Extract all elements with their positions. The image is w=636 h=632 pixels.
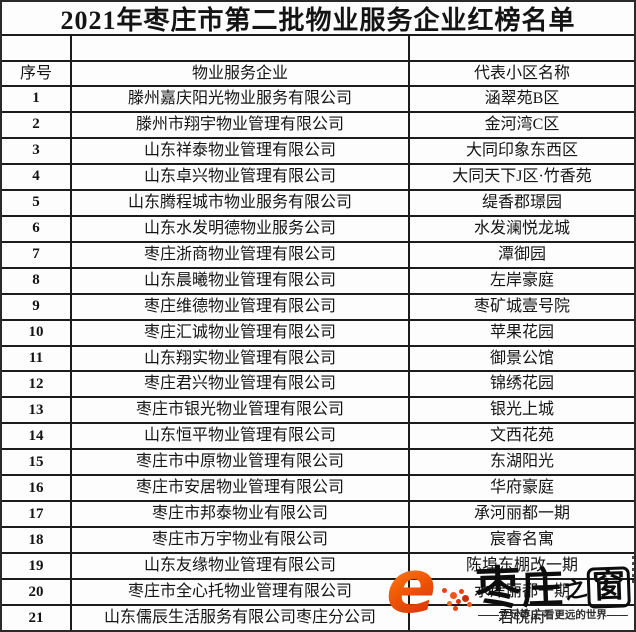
cell-no: 7: [2, 242, 72, 267]
table-row: 17 枣庄市邦泰物业有限公司 承河丽都一期: [2, 502, 634, 529]
cell-no: 12: [2, 372, 72, 397]
cell-no: 18: [2, 528, 72, 553]
cell-company: 枣庄市全心托物业管理有限公司: [72, 580, 410, 605]
cell-community: 大同天下J区·竹香苑: [452, 167, 592, 185]
cell-company: 山东晨曦物业管理有限公司: [72, 268, 410, 293]
header-community: 代表小区名称: [473, 64, 570, 82]
cell-company: 山东恒平物业管理有限公司: [72, 424, 410, 449]
cell-no: 19: [2, 554, 72, 579]
header-no: 序号: [2, 62, 72, 85]
cell-no: 2: [2, 112, 72, 137]
table-row: 9 枣庄维德物业管理有限公司 枣矿城壹号院: [2, 294, 634, 321]
cell-company: 山东儒辰生活服务有限公司枣庄分公司: [72, 606, 410, 630]
cell-community: 文西花苑: [489, 427, 554, 445]
table-row: 10 枣庄汇诚物业管理有限公司 苹果花园: [2, 320, 634, 347]
header-company: 物业服务企业: [72, 62, 410, 85]
cell-company: 滕州嘉庆阳光物业服务有限公司: [72, 87, 410, 111]
cell-company: 山东卓兴物业管理有限公司: [72, 164, 410, 189]
table-row: 18 枣庄市万宇物业有限公司 宸睿名寓: [2, 528, 634, 555]
table-row: 13 枣庄市银光物业管理有限公司 银光上城: [2, 398, 634, 425]
table-row: 11 山东翔实物业管理有限公司 御景公馆: [2, 346, 634, 373]
cell-community: 东湖阳光: [489, 453, 554, 471]
table-row: 12 枣庄君兴物业管理有限公司 锦绣花园: [2, 372, 634, 399]
table-row: 21 山东儒辰生活服务有限公司枣庄分公司 君悦府: [2, 606, 634, 630]
cell-company: 枣庄君兴物业管理有限公司: [72, 372, 410, 397]
cell-no: 15: [2, 450, 72, 475]
page-title: 2021年枣庄市第二批物业服务企业红榜名单: [2, 2, 634, 36]
cell-no: 9: [2, 294, 72, 319]
cell-community: 君悦府: [497, 609, 546, 627]
cell-community: 水发澜悦龙城: [473, 219, 570, 237]
cell-community: 银光上城: [489, 401, 554, 419]
cell-community: 华府豪庭: [489, 479, 554, 497]
cell-company: 枣庄维德物业管理有限公司: [72, 294, 410, 319]
cell-no: 4: [2, 164, 72, 189]
cell-company: 山东水发明德物业服务公司: [72, 216, 410, 241]
cell-no: 21: [2, 606, 72, 630]
table-row: 20 枣庄市全心托物业管理有限公司 水岸丽都一期: [2, 580, 634, 607]
cell-no: 17: [2, 502, 72, 527]
cell-community: 潭御园: [497, 245, 546, 263]
cell-company: 枣庄汇诚物业管理有限公司: [72, 320, 410, 345]
cell-no: 11: [2, 346, 72, 371]
cell-community: 御景公馆: [489, 349, 554, 367]
table-row: 3 山东祥泰物业管理有限公司 大同印象东西区: [2, 138, 634, 165]
cell-no: 13: [2, 398, 72, 423]
cell-company: 枣庄市银光物业管理有限公司: [72, 398, 410, 423]
table-row: 5 山东腾程城市物业服务有限公司 缇香郡璟园: [2, 190, 634, 217]
cell-company: 枣庄市邦泰物业有限公司: [72, 502, 410, 527]
cell-community: 缇香郡璟园: [481, 193, 562, 211]
cell-community: 大同印象东西区: [465, 141, 578, 159]
cell-company: 山东腾程城市物业服务有限公司: [72, 190, 410, 215]
cell-community: 陈埠东棚改一期: [465, 557, 578, 575]
table-row: 19 山东友缘物业管理有限公司 陈埠东棚改一期: [2, 554, 634, 581]
table-body: 1 滕州嘉庆阳光物业服务有限公司 涵翠苑B区 2 滕州市翔宇物业管理有限公司 金…: [2, 87, 634, 630]
cell-community: 苹果花园: [489, 323, 554, 341]
cell-company: 山东友缘物业管理有限公司: [72, 554, 410, 579]
cell-company: 枣庄浙商物业管理有限公司: [72, 242, 410, 267]
table-row: 15 枣庄市中原物业管理有限公司 东湖阳光: [2, 450, 634, 477]
cell-no: 6: [2, 216, 72, 241]
spacer-cell: [72, 36, 410, 60]
cell-community: 水岸丽都一期: [473, 583, 570, 601]
spacer-row: [2, 36, 634, 62]
table-header: 序号 物业服务企业 代表小区名称: [2, 62, 634, 87]
cell-no: 14: [2, 424, 72, 449]
table-row: 14 山东恒平物业管理有限公司 文西花苑: [2, 424, 634, 451]
cell-company: 山东翔实物业管理有限公司: [72, 346, 410, 371]
spacer-cell: [2, 36, 72, 60]
table-row: 4 山东卓兴物业管理有限公司 大同天下J区·竹香苑: [2, 164, 634, 191]
cell-no: 20: [2, 580, 72, 605]
cell-community: 锦绣花园: [489, 375, 554, 393]
cell-company: 枣庄市万宇物业有限公司: [72, 528, 410, 553]
table-row: 6 山东水发明德物业服务公司 水发澜悦龙城: [2, 216, 634, 243]
cell-community: 枣矿城壹号院: [473, 297, 570, 315]
cell-company: 山东祥泰物业管理有限公司: [72, 138, 410, 163]
cell-company: 滕州市翔宇物业管理有限公司: [72, 112, 410, 137]
table-row: 8 山东晨曦物业管理有限公司 左岸豪庭: [2, 268, 634, 295]
cell-community: 承河丽都一期: [473, 505, 570, 523]
table-row: 2 滕州市翔宇物业管理有限公司 金河湾C区: [2, 112, 634, 139]
spacer-cell: [410, 36, 634, 60]
cell-no: 5: [2, 190, 72, 215]
cell-company: 枣庄市中原物业管理有限公司: [72, 450, 410, 475]
table-row: 1 滕州嘉庆阳光物业服务有限公司 涵翠苑B区: [2, 87, 634, 113]
cell-community: 涵翠苑B区: [484, 89, 560, 107]
cell-no: 16: [2, 476, 72, 501]
cell-no: 3: [2, 138, 72, 163]
cell-community: 金河湾C区: [484, 115, 560, 133]
table-row: 16 枣庄市安居物业管理有限公司 华府豪庭: [2, 476, 634, 503]
cell-no: 1: [2, 87, 72, 111]
cell-company: 枣庄市安居物业管理有限公司: [72, 476, 410, 501]
table-row: 7 枣庄浙商物业管理有限公司 潭御园: [2, 242, 634, 269]
cell-community: 宸睿名寓: [489, 531, 554, 549]
cell-community: 左岸豪庭: [489, 271, 554, 289]
cell-no: 8: [2, 268, 72, 293]
cell-no: 10: [2, 320, 72, 345]
